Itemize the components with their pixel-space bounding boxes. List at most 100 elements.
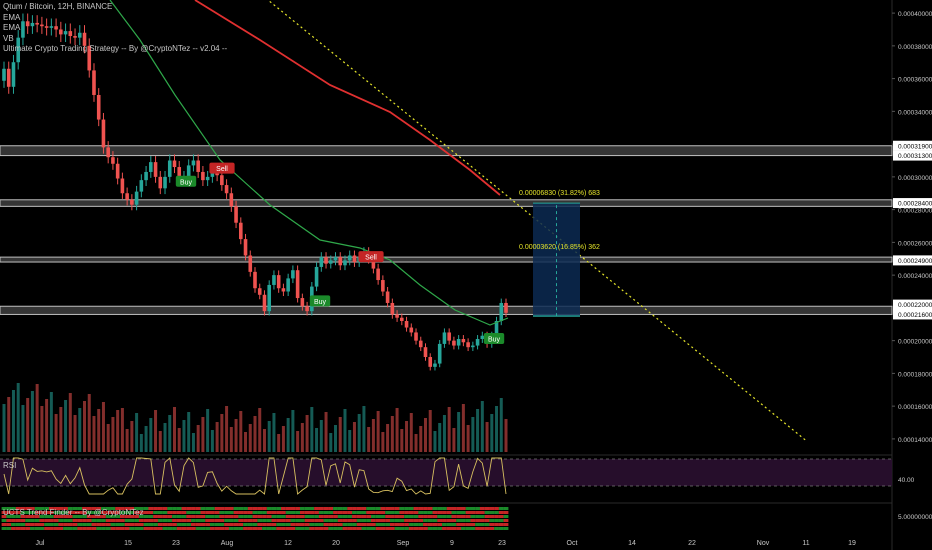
ucts-cell — [460, 507, 466, 510]
ucts-cell — [337, 507, 343, 510]
volume-bar — [343, 409, 347, 452]
volume-bar — [210, 430, 214, 452]
ucts-cell — [418, 515, 424, 518]
ucts-cell — [148, 527, 154, 530]
ucts-cell — [72, 511, 78, 514]
candle-body — [480, 335, 485, 339]
ucts-cell — [20, 507, 26, 510]
ucts-cell — [271, 523, 277, 526]
price-level-badge — [893, 299, 932, 310]
ucts-cell — [6, 523, 12, 526]
ucts-cell — [53, 515, 59, 518]
ucts-cell — [39, 507, 45, 510]
ucts-cell — [124, 511, 130, 514]
ucts-cell — [129, 523, 135, 526]
x-tick-label: 23 — [498, 540, 506, 547]
ucts-cell — [418, 511, 424, 514]
ucts-cell — [247, 523, 253, 526]
volume-bar — [54, 414, 58, 452]
ucts-cell — [219, 519, 225, 522]
candle-body — [101, 119, 106, 148]
candle-body — [385, 291, 390, 303]
legend-vol[interactable]: VB — [3, 33, 14, 43]
ucts-cell — [191, 519, 196, 522]
ucts-cell — [34, 511, 40, 514]
ucts-cell — [484, 511, 490, 514]
candle — [300, 293, 305, 311]
ucts-cell — [503, 519, 509, 522]
ucts-cell — [63, 511, 68, 514]
ucts-cell — [115, 523, 121, 526]
candle — [423, 343, 428, 361]
buy-signal-label: Buy — [488, 337, 501, 344]
legend-ema-1[interactable]: EMA — [3, 12, 21, 22]
ucts-cell — [352, 523, 357, 526]
legend-symbol[interactable]: Qtum / Bitcoin, 12H, BINANCE — [3, 2, 113, 11]
ucts-label[interactable]: UCTS Trend Finder -- By @CryptoNTez — [3, 508, 144, 517]
ucts-cell — [214, 527, 220, 530]
candle-body — [158, 176, 163, 189]
ucts-cell — [314, 523, 319, 526]
volume-bar — [59, 407, 63, 452]
ucts-cell — [465, 507, 471, 510]
ucts-cell — [252, 511, 258, 514]
legend-strategy[interactable]: Ultimate Crypto Trading Strategy -- By @… — [3, 44, 228, 53]
ucts-cell — [380, 527, 386, 530]
ucts-cell — [456, 519, 462, 522]
x-tick-label: 11 — [802, 540, 809, 547]
ucts-cell — [389, 519, 395, 522]
x-tick-label: 9 — [450, 540, 454, 547]
y-tick-label: 0.00030000 — [898, 175, 932, 182]
candle — [328, 255, 333, 269]
ucts-cell — [30, 527, 35, 530]
sell-signal: Sell — [358, 251, 384, 263]
ucts-cell — [337, 511, 343, 514]
ucts-cell — [6, 515, 12, 518]
ucts-cell — [432, 523, 438, 526]
volume-bar — [244, 432, 248, 452]
candle — [11, 54, 16, 94]
ucts-cell — [181, 523, 187, 526]
ucts-cell — [243, 507, 248, 510]
candle — [286, 273, 290, 297]
volume-bar — [447, 407, 451, 452]
ucts-cell — [451, 527, 457, 530]
ucts-cell — [1, 519, 7, 522]
sell-signal-label: Sell — [365, 255, 377, 262]
ucts-cell — [200, 511, 206, 514]
ucts-cell — [34, 527, 40, 530]
volume-bar — [49, 392, 53, 452]
legend-ema-2[interactable]: EMA — [3, 23, 21, 32]
volume-bar — [476, 409, 480, 452]
ucts-cell — [53, 511, 59, 514]
ucts-cell — [11, 527, 16, 530]
ucts-cell — [262, 519, 267, 522]
ucts-cell — [442, 519, 447, 522]
ucts-cell — [295, 507, 301, 510]
ucts-cell — [233, 515, 239, 518]
ucts-cell — [361, 511, 367, 514]
ucts-cell — [53, 519, 59, 522]
ucts-cell — [342, 507, 348, 510]
ucts-cell — [143, 523, 149, 526]
candle-body — [276, 275, 281, 289]
ucts-cell — [437, 523, 443, 526]
candle — [404, 316, 409, 332]
ucts-cell — [195, 511, 201, 514]
volume-bar — [277, 434, 281, 452]
ucts-cell — [314, 519, 319, 522]
candle-body — [300, 298, 305, 307]
candle — [452, 336, 456, 350]
y-tick-label: 0.00016000 — [898, 404, 932, 411]
ucts-cell — [72, 519, 78, 522]
ucts-cell — [176, 511, 182, 514]
ucts-cell — [356, 507, 362, 510]
ucts-cell — [446, 515, 452, 518]
ucts-cell — [20, 511, 26, 514]
ucts-cell — [479, 511, 485, 514]
rsi-label[interactable]: RSI — [3, 461, 17, 470]
candle-body — [257, 288, 262, 295]
ucts-cell — [30, 523, 35, 526]
volume-bar — [452, 428, 456, 452]
